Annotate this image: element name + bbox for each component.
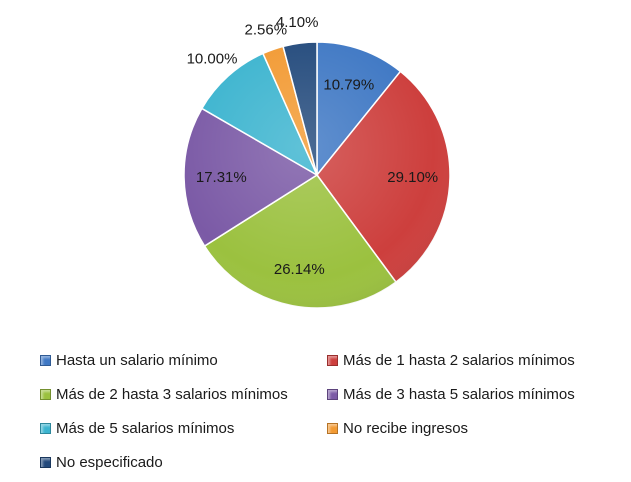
data-label: 26.14%: [274, 261, 325, 278]
data-label: 17.31%: [196, 169, 247, 186]
legend-label: Más de 5 salarios mínimos: [56, 420, 235, 437]
data-label: 4.10%: [276, 14, 319, 31]
legend-swatch: [327, 355, 338, 366]
legend-swatch: [40, 355, 51, 366]
data-label: 10.79%: [323, 77, 374, 94]
legend-label: Más de 2 hasta 3 salarios mínimos: [56, 386, 288, 403]
data-label: 29.10%: [387, 169, 438, 186]
legend-item: Más de 5 salarios mínimos: [40, 420, 234, 437]
legend-swatch: [40, 423, 51, 434]
legend-swatch: [327, 423, 338, 434]
legend-item: Más de 3 hasta 5 salarios mínimos: [327, 386, 575, 403]
legend-item: Más de 2 hasta 3 salarios mínimos: [40, 386, 288, 403]
legend-swatch: [327, 389, 338, 400]
legend-item: Más de 1 hasta 2 salarios mínimos: [327, 352, 575, 369]
legend-item: Hasta un salario mínimo: [40, 352, 218, 369]
legend-label: No recibe ingresos: [343, 420, 469, 437]
legend-item: No especificado: [40, 454, 163, 471]
legend-label: Más de 3 hasta 5 salarios mínimos: [343, 386, 575, 403]
data-label: 10.00%: [187, 50, 238, 67]
legend-label: No especificado: [56, 454, 163, 471]
pie-labels: 10.79% 29.10% 26.14% 17.31% 10.00% 2.56%4.10%: [187, 14, 439, 278]
legend-swatch: [40, 389, 51, 400]
legend-label: Más de 1 hasta 2 salarios mínimos: [343, 352, 575, 369]
data-label: 2.56%: [245, 22, 288, 39]
legend-item: No recibe ingresos: [327, 420, 468, 437]
legend-swatch: [40, 457, 51, 468]
legend-label: Hasta un salario mínimo: [56, 352, 218, 369]
